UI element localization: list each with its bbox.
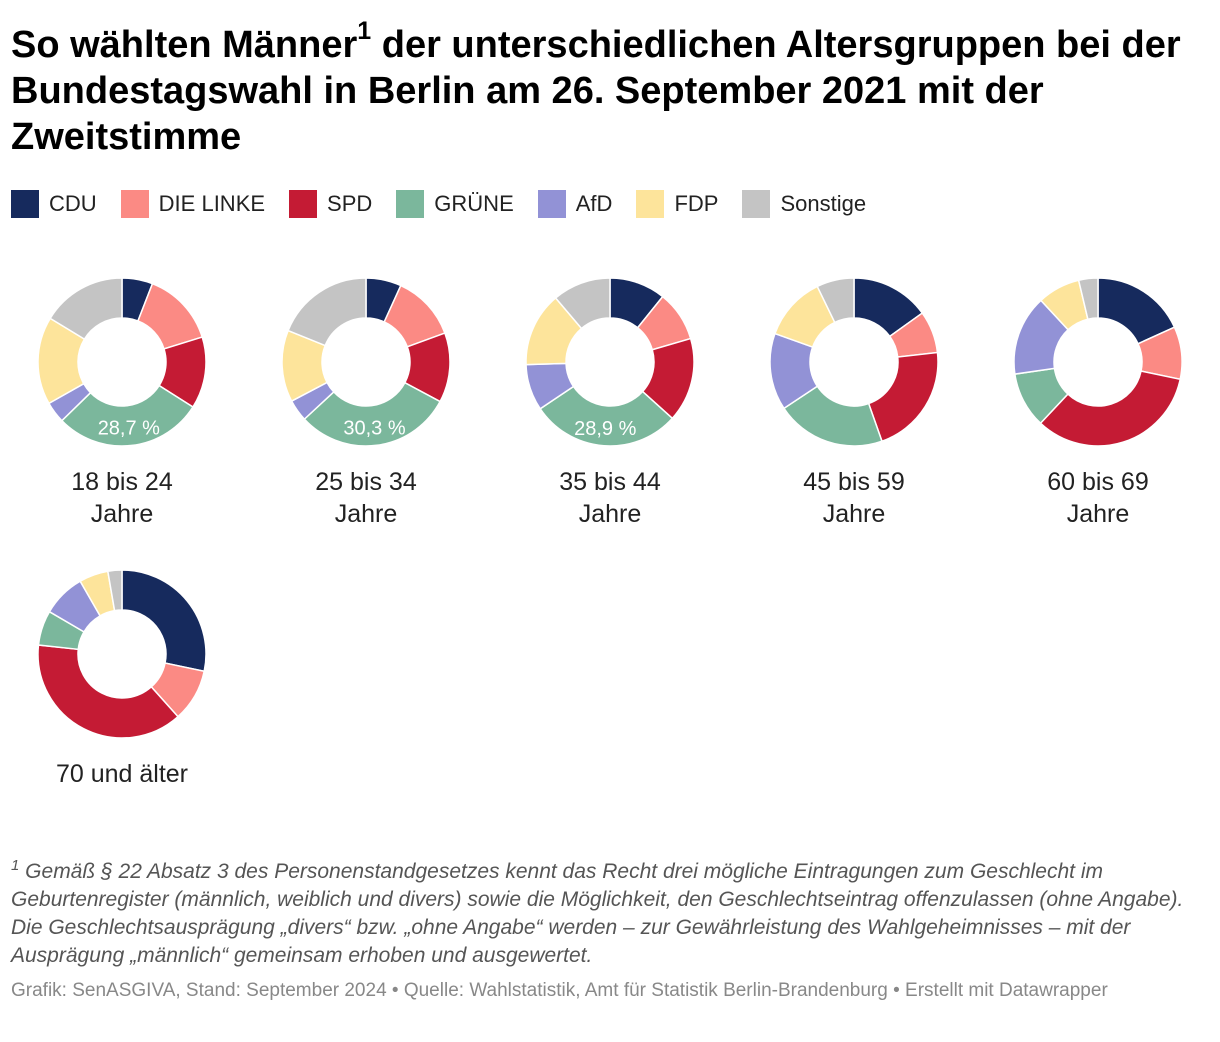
legend-label: Sonstige — [780, 191, 867, 216]
slice-sonstige — [554, 277, 611, 330]
donut-label-25-34: 25 bis 34 Jahre — [246, 466, 486, 530]
slice-gruene — [539, 385, 674, 447]
source-credit: Grafik: SenASGIVA, Stand: September 2024… — [11, 980, 1108, 1001]
legend-swatch — [396, 190, 425, 218]
age-group-label-unit: Jahre — [334, 500, 398, 528]
legend-label: FDP — [674, 191, 719, 216]
legend-item-afd: AfD — [537, 190, 613, 218]
footnote-text: Gemäß § 22 Absatz 3 des Personenstandges… — [11, 860, 1184, 967]
legend-swatch — [120, 190, 149, 218]
slice-data-label: 28,9 % — [574, 418, 636, 440]
legend-item-spd: SPD — [289, 190, 372, 218]
age-group-label: 45 bis 59 — [803, 468, 905, 496]
age-group-label-unit: Jahre — [822, 500, 886, 528]
slice-sonstige — [1077, 277, 1099, 321]
footnote-marker: 1 — [11, 857, 20, 874]
age-group-label: 60 bis 69 — [1047, 468, 1149, 496]
legend: CDU DIE LINKE SPD GRÜNE AfD FDP Sonstige — [11, 190, 890, 218]
slice-data-label: 30,3 % — [343, 417, 405, 439]
age-group-label: 18 bis 24 — [71, 468, 173, 496]
chart-title: So wählten Männer1 der unterschiedlichen… — [11, 19, 1201, 160]
legend-swatch — [742, 190, 771, 218]
legend-swatch — [11, 190, 39, 218]
legend-label: GRÜNE — [434, 191, 514, 216]
donut-5 — [37, 569, 207, 739]
slice-spd — [37, 644, 180, 739]
legend-label: AfD — [575, 191, 613, 216]
donut-0: 28,7 % — [37, 277, 207, 447]
age-group-label-unit: Jahre — [1066, 500, 1130, 528]
legend-item-sonstige: Sonstige — [742, 190, 866, 218]
donut-label-45-59: 45 bis 59 Jahre — [734, 466, 974, 530]
donut-label-18-24: 18 bis 24 Jahre — [2, 466, 242, 530]
legend-item-linke: DIE LINKE — [120, 190, 266, 218]
slice-spd — [1039, 370, 1182, 447]
slice-spd — [867, 351, 939, 443]
legend-item-gruene: GRÜNE — [396, 190, 514, 218]
slice-data-label: 28,7 % — [98, 418, 160, 440]
donut-label-60-69: 60 bis 69 Jahre — [978, 466, 1218, 530]
slice-sonstige — [106, 569, 123, 612]
legend-label: DIE LINKE — [158, 191, 266, 216]
slice-gruene — [60, 384, 194, 447]
age-group-label: 25 bis 34 — [315, 468, 417, 496]
donut-label-35-44: 35 bis 44 Jahre — [490, 466, 730, 530]
legend-item-fdp: FDP — [636, 190, 718, 218]
title-text: So wählten Männer — [11, 24, 358, 66]
title-footnote-marker: 1 — [357, 17, 372, 46]
age-group-label: 35 bis 44 — [559, 468, 661, 496]
title-text-continued: der unterschiedlichen Altersgruppen bei … — [11, 24, 1181, 158]
legend-swatch — [537, 190, 566, 218]
slice-sonstige — [49, 277, 123, 341]
footnote: 1 Gemäß § 22 Absatz 3 des Personenstandg… — [11, 852, 1206, 970]
slice-cdu — [121, 569, 207, 673]
donut-3 — [769, 277, 939, 447]
legend-label: CDU — [49, 191, 97, 216]
age-group-label-unit: Jahre — [90, 500, 154, 528]
slice-sonstige — [287, 277, 367, 347]
donut-1: 30,3 % — [281, 277, 451, 447]
donut-2: 28,9 % — [525, 277, 695, 447]
donut-label-70-plus: 70 und älter — [2, 758, 242, 790]
donut-charts: 28,7 % 30,3 % 28,9 % — [37, 277, 1183, 739]
legend-swatch — [636, 190, 665, 218]
age-group-label: 70 und älter — [55, 760, 189, 788]
donut-4 — [1013, 277, 1183, 447]
slice-gruene — [303, 381, 442, 447]
legend-label: SPD — [327, 191, 373, 216]
legend-swatch — [289, 190, 318, 218]
age-group-label-unit: Jahre — [578, 500, 642, 528]
legend-item-cdu: CDU — [11, 190, 97, 218]
slice-sonstige — [816, 277, 855, 324]
